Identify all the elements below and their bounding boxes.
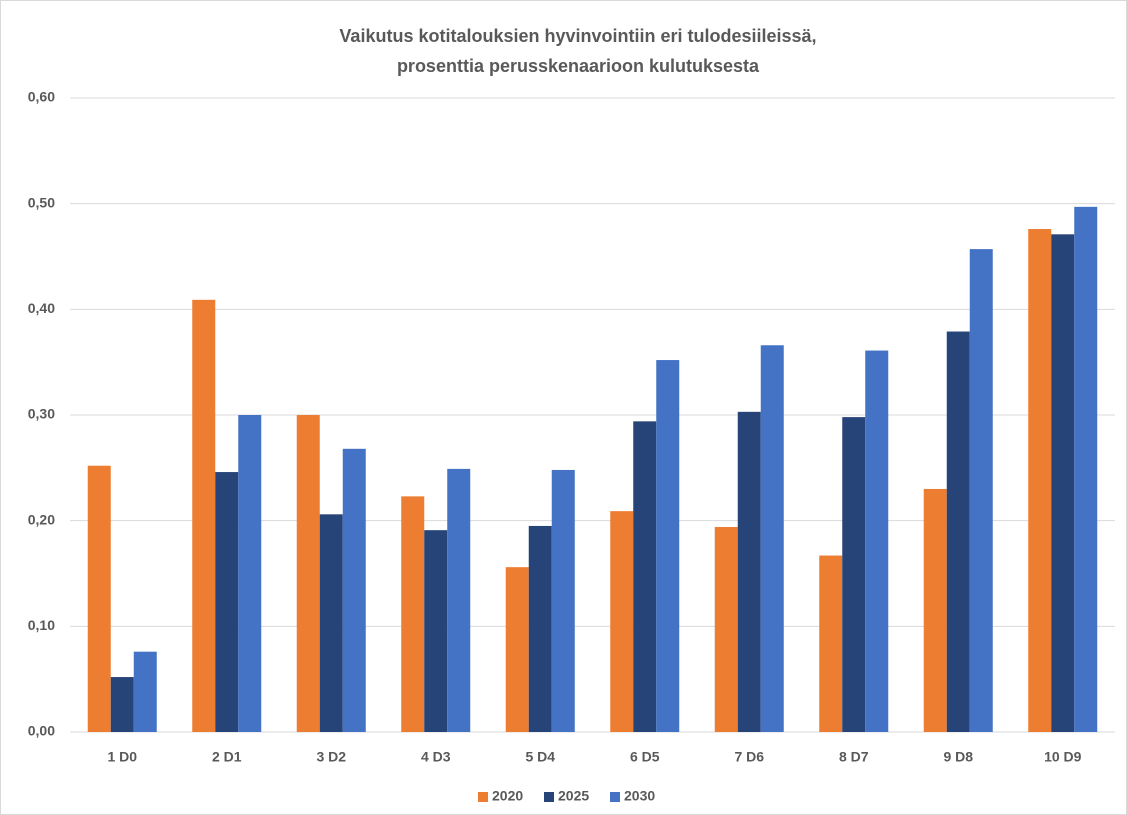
bar [969, 249, 993, 732]
bar [714, 527, 738, 732]
y-tick-label: 0,10 [28, 617, 55, 633]
bar [633, 421, 657, 732]
bar [319, 514, 343, 732]
legend-swatch [610, 792, 620, 802]
bar [610, 511, 634, 732]
legend-swatch [478, 792, 488, 802]
bar [946, 331, 970, 732]
x-tick-label: 5 D4 [525, 749, 555, 765]
bar [551, 469, 575, 732]
x-tick-label: 6 D5 [630, 749, 660, 765]
bar [656, 360, 680, 732]
y-tick-label: 0,50 [28, 194, 55, 210]
x-tick-label: 9 D8 [943, 749, 973, 765]
y-tick-label: 0,30 [28, 406, 55, 422]
bar [424, 530, 448, 732]
y-tick-label: 0,60 [28, 89, 55, 105]
bar [1051, 234, 1075, 732]
y-tick-label: 0,40 [28, 300, 55, 316]
bar [737, 411, 761, 732]
x-tick-label: 3 D2 [316, 749, 346, 765]
x-tick-label: 7 D6 [734, 749, 764, 765]
x-tick-label: 4 D3 [421, 749, 451, 765]
bar [1028, 229, 1052, 732]
legend-label: 2020 [492, 788, 523, 804]
chart-subtitle: prosenttia perusskenaarioon kulutuksesta [397, 56, 760, 76]
bar [238, 415, 262, 732]
bar [215, 472, 239, 732]
bar [865, 350, 889, 732]
x-tick-label: 1 D0 [107, 749, 137, 765]
chart-title: Vaikutus kotitalouksien hyvinvointiin er… [339, 26, 816, 46]
bar [133, 651, 157, 732]
x-tick-label: 10 D9 [1044, 749, 1082, 765]
bar [296, 415, 320, 732]
bar [342, 448, 366, 732]
bar [401, 496, 425, 732]
legend-swatch [544, 792, 554, 802]
bar [447, 468, 471, 732]
y-tick-label: 0,00 [28, 723, 55, 739]
legend-label: 2025 [558, 788, 589, 804]
x-tick-label: 2 D1 [212, 749, 242, 765]
bar [505, 567, 529, 732]
x-tick-label: 8 D7 [839, 749, 869, 765]
bar [528, 525, 552, 732]
bar [1074, 206, 1098, 732]
bar [842, 417, 866, 732]
bar [819, 555, 843, 732]
bar [192, 299, 216, 732]
y-tick-label: 0,20 [28, 511, 55, 527]
bar [923, 488, 947, 732]
bar [87, 465, 111, 732]
bar [110, 677, 134, 732]
legend-label: 2030 [624, 788, 655, 804]
bar [760, 345, 784, 732]
